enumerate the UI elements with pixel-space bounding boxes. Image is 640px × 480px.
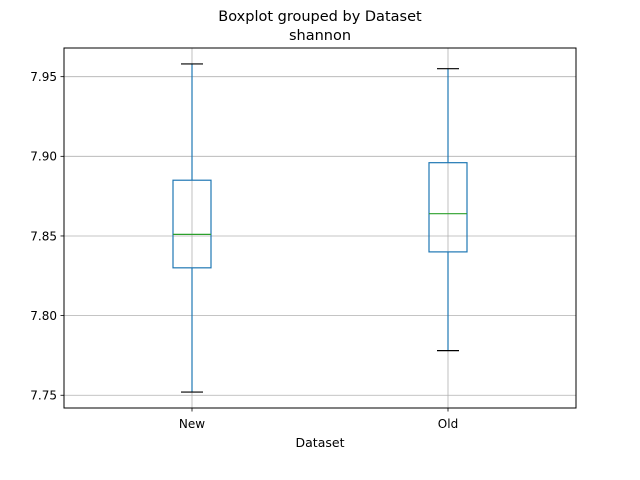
chart-title: Boxplot grouped by Dataset [218,9,422,25]
y-tick-label: 7.75 [30,389,57,403]
box-new [172,63,212,393]
iqr-box [428,162,468,253]
chart-subtitle: shannon [289,28,351,44]
x-axis-label: Dataset [296,435,345,450]
box-series [172,63,468,393]
x-tick-label: New [179,417,205,431]
plot-area-frame [63,47,577,409]
y-axis-ticks: 7.75 7.80 7.85 7.90 7.95 [30,70,64,403]
y-tick-label: 7.90 [30,150,57,164]
x-tick-label: Old [438,417,458,431]
y-tick-label: 7.80 [30,309,57,323]
y-tick-label: 7.95 [30,70,57,84]
x-axis-ticks: New Old [179,408,458,431]
grid-lines [64,48,576,408]
box-old [428,68,468,352]
iqr-box [172,179,212,269]
y-tick-label: 7.85 [30,229,57,243]
